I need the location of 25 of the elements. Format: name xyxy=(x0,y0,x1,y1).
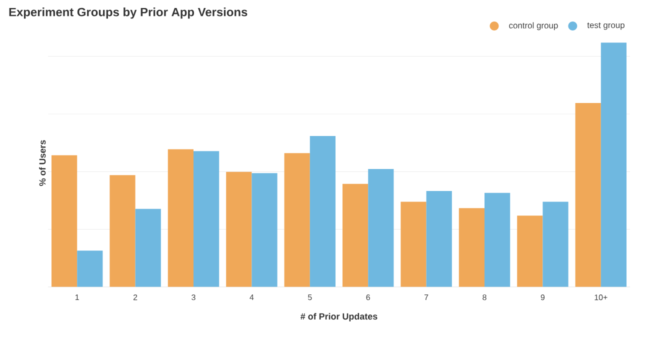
bar xyxy=(517,216,543,287)
bar xyxy=(168,149,194,287)
bar xyxy=(77,250,103,287)
bar xyxy=(226,172,252,287)
bar xyxy=(135,208,161,287)
bar xyxy=(310,136,336,287)
x-axis-title: # of Prior Updates xyxy=(300,313,378,322)
bar xyxy=(110,175,136,287)
y-axis-title: % of Users xyxy=(39,140,46,186)
bar xyxy=(368,168,394,287)
bar xyxy=(575,103,601,287)
legend-label: control group xyxy=(509,22,558,30)
bar xyxy=(400,202,426,287)
bar xyxy=(600,42,627,287)
legend-label: test group xyxy=(587,22,624,30)
bar xyxy=(284,153,310,287)
bar xyxy=(484,192,510,287)
bar xyxy=(542,202,568,287)
bar xyxy=(252,173,278,287)
bar xyxy=(458,208,485,287)
bar xyxy=(426,190,452,287)
bar xyxy=(51,155,78,287)
bar xyxy=(194,151,220,287)
chart-title: Experiment Groups by Prior App Versions xyxy=(9,8,248,19)
bar xyxy=(342,184,368,287)
